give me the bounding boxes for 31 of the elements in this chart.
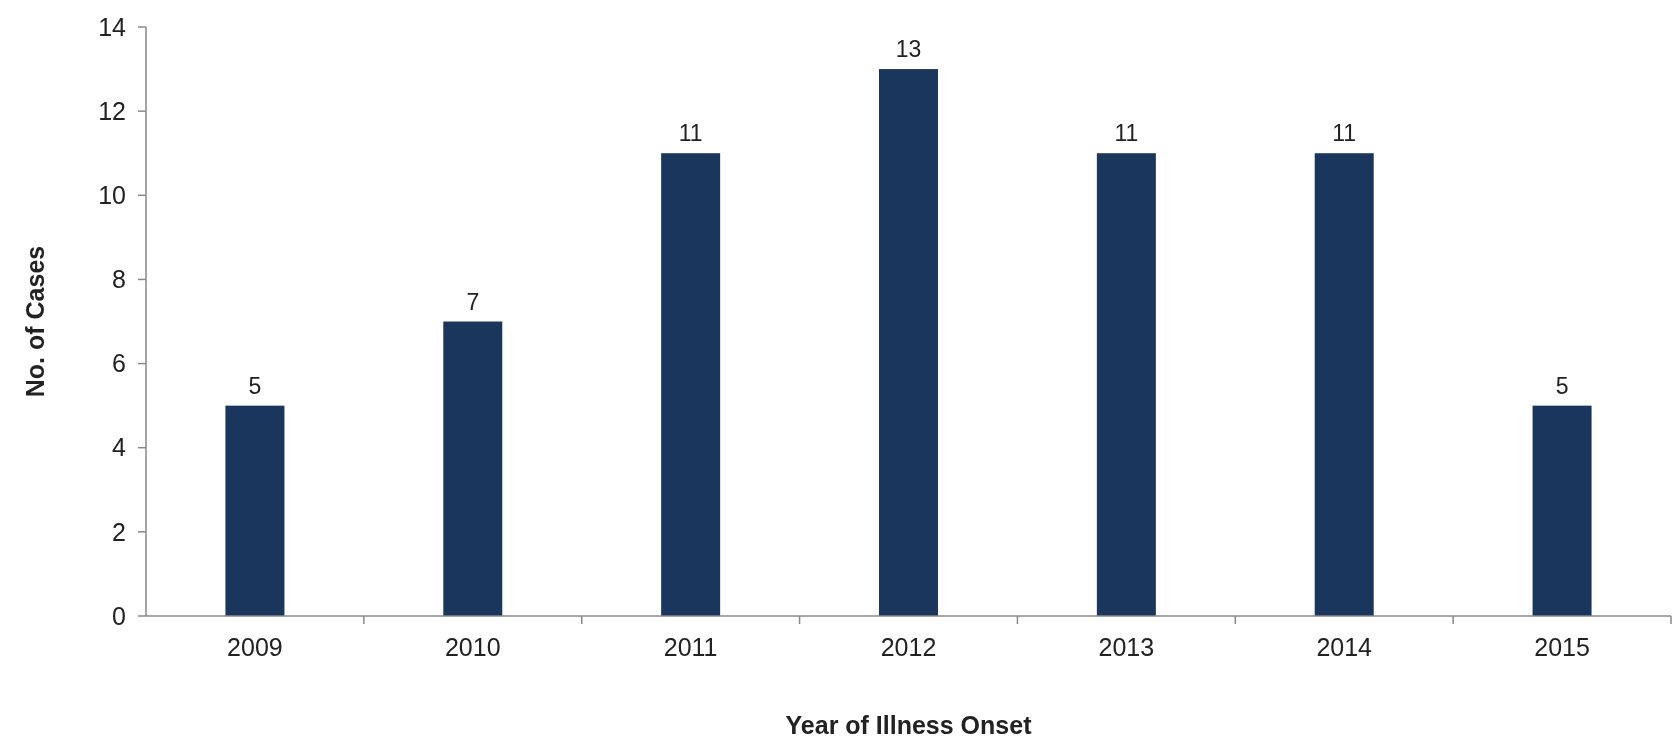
- y-tick-label: 12: [98, 96, 126, 125]
- x-tick-label: 2013: [1098, 633, 1155, 661]
- bar: [1532, 405, 1592, 616]
- x-axis-title: Year of Illness Onset: [785, 711, 1033, 739]
- y-tick-label: 8: [112, 265, 126, 294]
- bar: [661, 153, 721, 616]
- data-label: 11: [678, 120, 703, 147]
- bar: [443, 321, 503, 616]
- data-label: 11: [1332, 120, 1357, 147]
- y-axis-title: No. of Cases: [21, 245, 49, 398]
- y-tick-label: 0: [112, 601, 126, 630]
- y-tick-label: 4: [112, 433, 127, 462]
- x-tick-label: 2009: [227, 633, 283, 661]
- data-label: 11: [1114, 120, 1139, 147]
- bar: [225, 405, 285, 616]
- data-label: 5: [1555, 372, 1569, 399]
- x-tick-label: 2014: [1316, 633, 1373, 661]
- x-tick-label: 2011: [663, 633, 718, 661]
- data-label: 13: [895, 36, 922, 63]
- x-tick-label: 2010: [444, 633, 501, 661]
- data-label: 5: [248, 372, 262, 399]
- y-tick-label: 10: [98, 181, 126, 210]
- x-tick-label: 2015: [1534, 633, 1590, 661]
- y-tick-label: 6: [112, 349, 126, 378]
- y-tick-label: 2: [112, 517, 126, 546]
- bar: [1096, 153, 1156, 616]
- y-tick-label: 14: [98, 12, 127, 41]
- data-label: 7: [466, 288, 480, 315]
- x-tick-label: 2012: [880, 633, 937, 661]
- bar: [1314, 153, 1374, 616]
- bar: [879, 69, 938, 616]
